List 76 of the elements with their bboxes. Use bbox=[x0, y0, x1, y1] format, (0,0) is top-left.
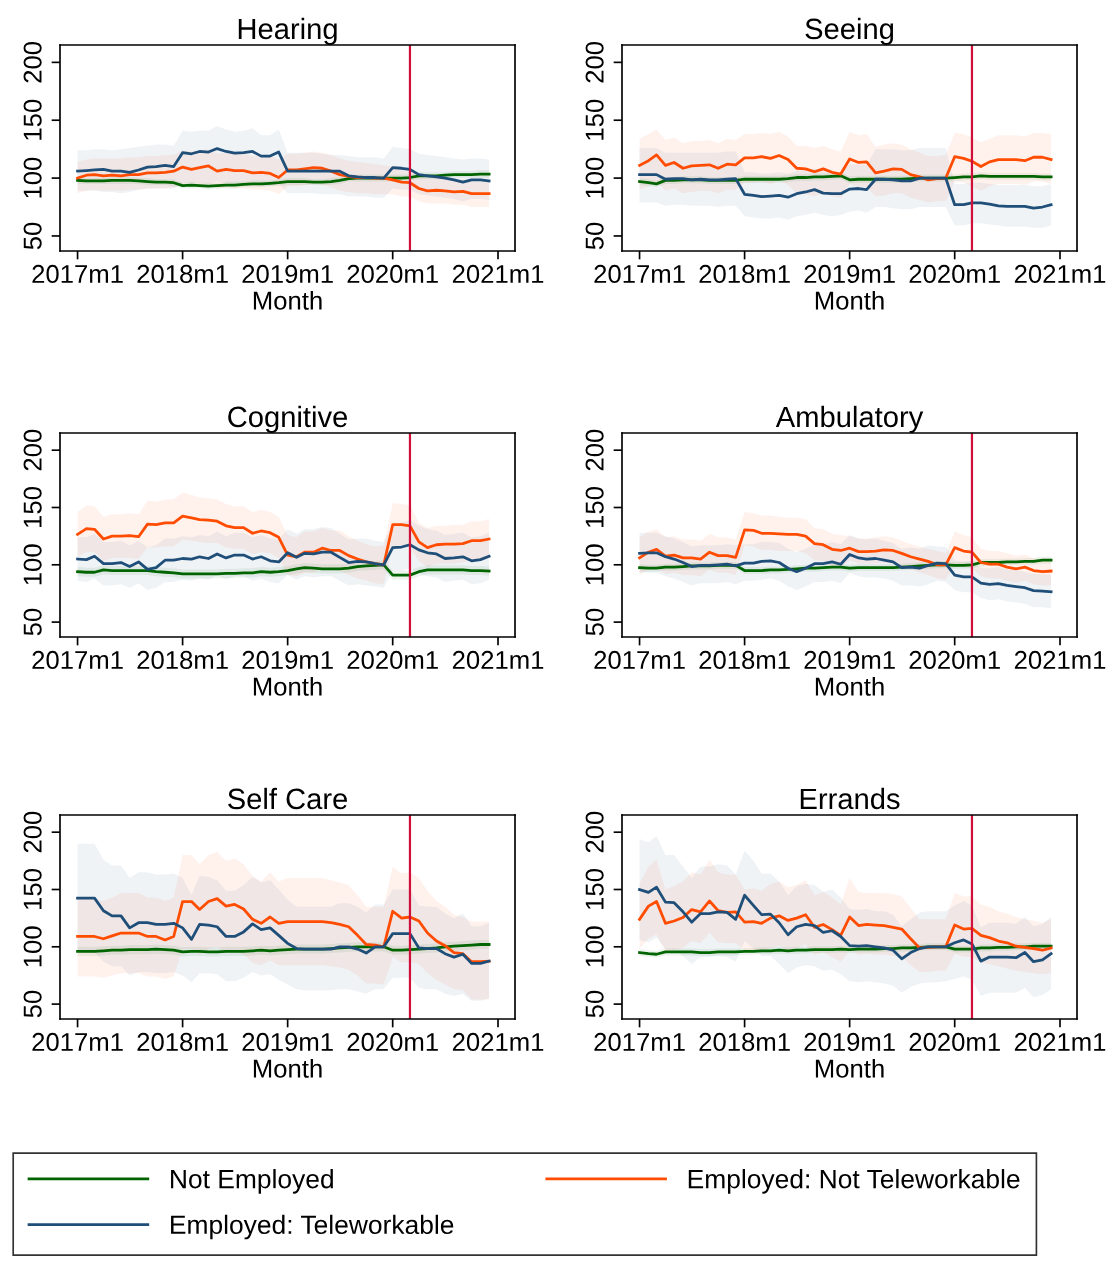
y-tick-label: 150 bbox=[23, 487, 42, 527]
chart-title: Self Care bbox=[228, 787, 347, 810]
x-tick-label: 2018m1 bbox=[699, 1032, 790, 1052]
line-series bbox=[638, 551, 1053, 594]
chart-title: Cognitive bbox=[228, 405, 347, 433]
y-tick-label: 200 bbox=[585, 429, 604, 471]
y-tick-label: 200 bbox=[585, 41, 604, 83]
line-series bbox=[76, 543, 491, 571]
x-tick-label: 2019m1 bbox=[804, 264, 895, 284]
y-tick-label: 100 bbox=[23, 157, 42, 198]
y-tick-label: 150 bbox=[585, 869, 604, 909]
legend-label: Employed: Not Teleworkable bbox=[688, 1169, 1020, 1194]
x-tick-label: 2018m1 bbox=[137, 1032, 228, 1052]
x-tick-label: 2020m1 bbox=[909, 1032, 1000, 1052]
y-tick-label: 100 bbox=[585, 544, 604, 585]
x-tick-label: 2021m1 bbox=[452, 264, 544, 284]
x-axis-title: Month bbox=[253, 1058, 322, 1078]
y-tick-label: 150 bbox=[23, 869, 42, 909]
y-tick-label: 200 bbox=[23, 811, 42, 853]
x-tick-label: 2017m1 bbox=[594, 264, 685, 284]
x-axis-title: Month bbox=[253, 676, 322, 696]
x-tick-label: 2018m1 bbox=[137, 650, 228, 670]
x-tick-label: 2020m1 bbox=[347, 650, 438, 670]
x-tick-label: 2019m1 bbox=[804, 650, 895, 670]
x-tick-label: 2018m1 bbox=[699, 650, 790, 670]
x-axis-title: Month bbox=[815, 290, 884, 310]
x-tick-label: 2021m1 bbox=[1014, 650, 1106, 670]
chart-title: Seeing bbox=[805, 17, 894, 45]
x-tick-label: 2020m1 bbox=[909, 650, 1000, 670]
line-series bbox=[638, 885, 1053, 964]
y-tick-label: 50 bbox=[23, 222, 42, 250]
x-tick-label: 2019m1 bbox=[804, 1032, 895, 1052]
chart-title: Hearing bbox=[238, 17, 337, 45]
x-tick-label: 2017m1 bbox=[32, 1032, 123, 1052]
y-tick-label: 100 bbox=[23, 926, 42, 967]
x-tick-label: 2018m1 bbox=[137, 264, 228, 284]
x-tick-label: 2017m1 bbox=[32, 650, 123, 670]
x-tick-label: 2020m1 bbox=[347, 264, 438, 284]
x-tick-label: 2019m1 bbox=[242, 1032, 333, 1052]
line-series bbox=[638, 153, 1053, 182]
y-tick-label: 200 bbox=[585, 811, 604, 853]
x-tick-label: 2021m1 bbox=[1014, 1032, 1106, 1052]
x-tick-label: 2020m1 bbox=[909, 264, 1000, 284]
line-series bbox=[638, 173, 1053, 210]
x-tick-label: 2017m1 bbox=[594, 1032, 685, 1052]
y-tick-label: 150 bbox=[585, 99, 604, 140]
y-tick-label: 100 bbox=[23, 544, 42, 585]
line-series bbox=[638, 528, 1053, 574]
x-axis-title: Month bbox=[815, 1058, 884, 1078]
y-tick-label: 50 bbox=[23, 990, 42, 1018]
x-tick-label: 2017m1 bbox=[594, 650, 685, 670]
x-tick-label: 2019m1 bbox=[242, 650, 333, 670]
y-tick-label: 100 bbox=[585, 926, 604, 967]
legend-label: Not Employed bbox=[171, 1169, 333, 1194]
y-tick-label: 200 bbox=[23, 41, 42, 83]
line-series bbox=[76, 147, 491, 184]
x-tick-label: 2020m1 bbox=[347, 1032, 438, 1052]
legend-label: Employed: Teleworkable bbox=[171, 1214, 454, 1240]
y-tick-label: 100 bbox=[585, 157, 604, 198]
y-tick-label: 50 bbox=[585, 222, 604, 250]
x-axis-title: Month bbox=[253, 290, 322, 310]
x-axis-title: Month bbox=[815, 676, 884, 696]
x-tick-label: 2019m1 bbox=[242, 264, 333, 284]
chart-title: Ambulatory bbox=[775, 405, 924, 433]
y-tick-label: 50 bbox=[23, 608, 42, 636]
x-tick-label: 2021m1 bbox=[452, 650, 544, 670]
x-tick-label: 2018m1 bbox=[699, 264, 790, 284]
y-tick-label: 200 bbox=[23, 429, 42, 471]
x-tick-label: 2021m1 bbox=[1014, 264, 1106, 284]
x-tick-label: 2021m1 bbox=[452, 1032, 544, 1052]
y-tick-label: 50 bbox=[585, 990, 604, 1018]
y-tick-label: 150 bbox=[23, 99, 42, 140]
chart-title: Errands bbox=[800, 787, 900, 810]
x-tick-label: 2017m1 bbox=[32, 264, 123, 284]
y-tick-label: 50 bbox=[585, 608, 604, 636]
y-tick-label: 150 bbox=[585, 487, 604, 527]
